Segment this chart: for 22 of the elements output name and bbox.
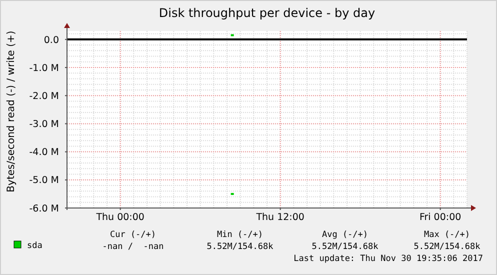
y-tick-label: -6.0 M (29, 203, 59, 214)
text: 5.52M/154.68k (312, 242, 378, 252)
chart-title: Disk throughput per device - by day (158, 6, 376, 20)
text: Min (-/+) (216, 230, 264, 240)
x-tick-label: Thu 12:00 (255, 212, 304, 223)
text: Max (-/+) (424, 230, 470, 240)
y-tick-label: 0.0 (44, 34, 59, 46)
x-tick-label: Fri 00:00 (419, 212, 462, 223)
text: 5.52M/154.68k (414, 242, 480, 252)
y-tick-label: -2.0 M (29, 90, 59, 102)
y-tick-label: -5.0 M (29, 175, 59, 186)
y-tick-label: -1.0 M (29, 62, 59, 74)
x-tick-label: Thu 00:00 (95, 212, 144, 223)
y-axis-title: Bytes/second read (-) / write (+) (6, 30, 17, 192)
text: Cur (-/+) (110, 230, 156, 240)
text: -nan / -nan (102, 242, 164, 252)
text: 5.52M/154.68k (206, 242, 274, 252)
y-tick-label: -3.0 M (29, 119, 59, 130)
y-tick-label: -4.0 M (29, 147, 59, 158)
legend-label: sda (27, 241, 42, 251)
text: Last update: Thu Nov 30 19:35:06 2017 (294, 254, 483, 264)
text: Avg (-/+) (322, 230, 368, 240)
